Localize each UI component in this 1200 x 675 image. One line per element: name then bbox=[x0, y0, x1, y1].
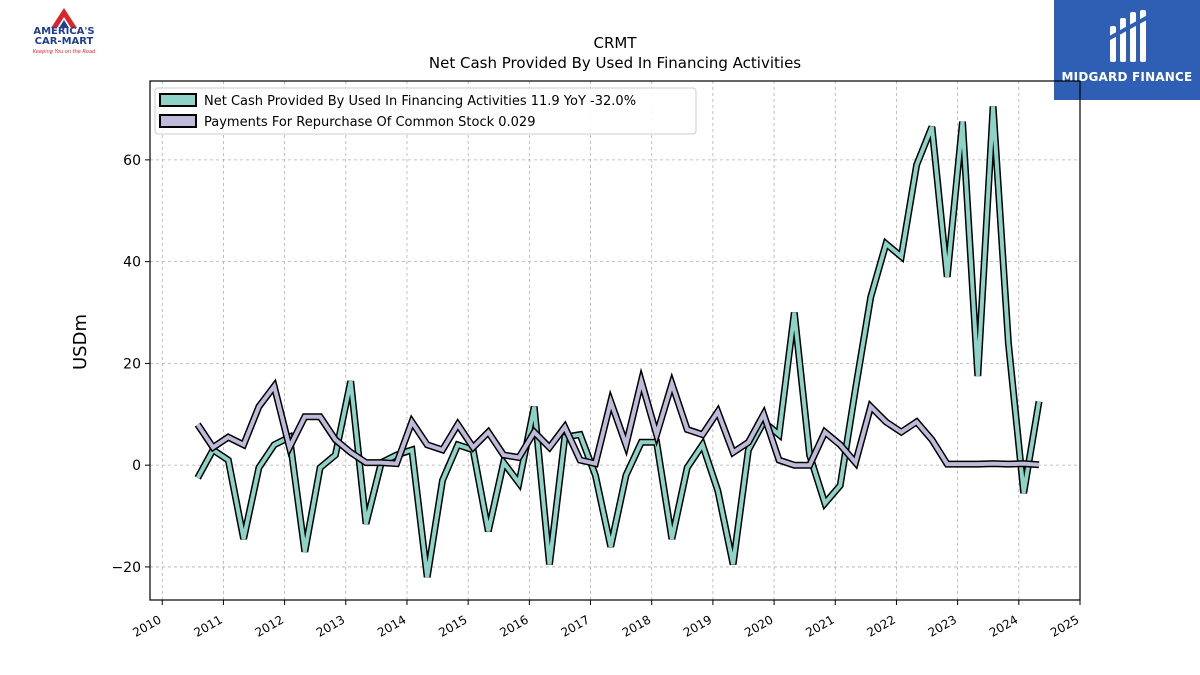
legend: Net Cash Provided By Used In Financing A… bbox=[154, 87, 697, 135]
x-tick-label: 2015 bbox=[436, 612, 469, 639]
series-lines bbox=[194, 106, 1043, 578]
logo-line-1: AMERICA'S bbox=[33, 26, 95, 37]
americas-car-mart-logo: AMERICA'S CAR-MART Keeping You on the Ro… bbox=[22, 6, 106, 58]
x-tick-label: 2014 bbox=[375, 612, 408, 639]
x-tick-label: 2016 bbox=[497, 612, 530, 639]
legend-swatch-1 bbox=[159, 114, 197, 128]
y-tick-label: 40 bbox=[123, 255, 141, 271]
x-tick-label: 2012 bbox=[253, 612, 286, 639]
x-tick-label: 2021 bbox=[803, 612, 836, 639]
y-tick-label: 60 bbox=[123, 153, 141, 169]
legend-swatch-0 bbox=[159, 93, 197, 107]
logo-tagline: Keeping You on the Road bbox=[32, 49, 96, 55]
midgard-finance-text: MIDGARD FINANCE bbox=[1061, 70, 1193, 84]
x-tick-label: 2019 bbox=[681, 612, 714, 639]
y-tick-label: 0 bbox=[132, 458, 141, 474]
series-1-line bbox=[196, 373, 1040, 468]
y-axis-label: USDm bbox=[70, 314, 91, 370]
x-tick-label: 2023 bbox=[926, 612, 959, 639]
x-tick-label: 2024 bbox=[987, 612, 1020, 639]
chart-title: CRMT bbox=[593, 34, 637, 52]
plot-frame bbox=[149, 80, 1081, 601]
x-tick-label: 2013 bbox=[314, 612, 347, 639]
x-tick-label: 2010 bbox=[130, 612, 163, 639]
logo-line-2: CAR-MART bbox=[34, 36, 94, 47]
x-tick-label: 2018 bbox=[620, 612, 653, 639]
x-tick-label: 2017 bbox=[559, 612, 592, 639]
x-tick-label: 2020 bbox=[742, 612, 775, 639]
midgard-finance-logo: MIDGARD FINANCE bbox=[1054, 0, 1200, 100]
legend-box bbox=[154, 87, 697, 135]
x-tick-label: 2025 bbox=[1048, 612, 1081, 639]
x-tick-label: 2022 bbox=[864, 612, 897, 639]
car-mart-a-icon bbox=[51, 8, 77, 28]
y-tick-label: 20 bbox=[123, 356, 141, 372]
chart-subtitle: Net Cash Provided By Used In Financing A… bbox=[429, 54, 801, 72]
series-0-line bbox=[195, 106, 1041, 578]
midgard-emblem-icon bbox=[1105, 10, 1151, 62]
x-tick-label: 2011 bbox=[191, 612, 224, 639]
y-tick-label: −20 bbox=[111, 560, 141, 576]
legend-label-1: Payments For Repurchase Of Common Stock … bbox=[204, 115, 535, 130]
legend-label-0: Net Cash Provided By Used In Financing A… bbox=[204, 94, 636, 109]
